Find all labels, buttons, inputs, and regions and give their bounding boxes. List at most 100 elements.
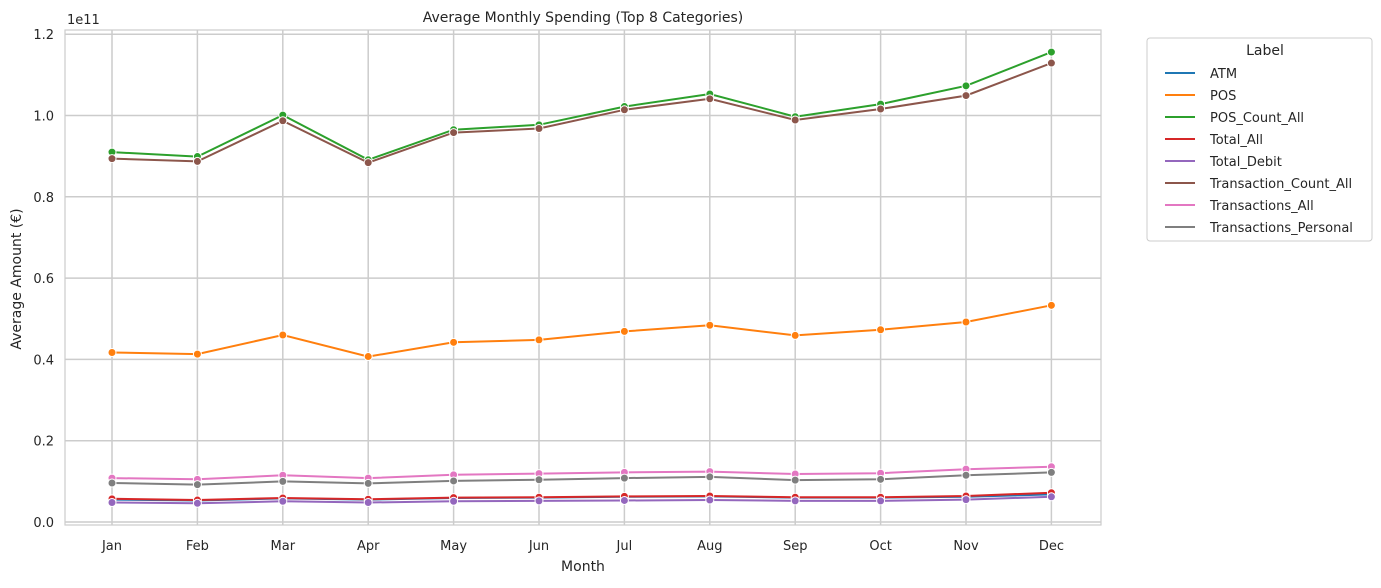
data-point: [876, 496, 886, 506]
data-point: [705, 94, 715, 104]
y-tick-label: 0.6: [33, 272, 54, 287]
data-point: [790, 496, 800, 506]
x-tick-label: Feb: [186, 539, 209, 554]
data-point: [278, 476, 288, 486]
data-point: [449, 128, 459, 138]
data-point: [278, 496, 288, 506]
x-tick-label: Oct: [869, 539, 891, 554]
data-point: [961, 81, 971, 91]
data-point: [1046, 58, 1056, 68]
data-point: [619, 473, 629, 483]
data-point: [876, 474, 886, 484]
legend-label: ATM: [1210, 67, 1237, 82]
data-point: [363, 478, 373, 488]
data-point: [790, 115, 800, 125]
data-point: [705, 320, 715, 330]
data-point: [961, 91, 971, 101]
data-point: [278, 330, 288, 340]
data-point: [449, 476, 459, 486]
series-group: [107, 462, 1056, 484]
y-tick-label: 1.2: [33, 28, 54, 43]
data-point: [1046, 492, 1056, 502]
legend-label: Transaction_Count_All: [1209, 177, 1352, 192]
data-point: [192, 480, 202, 490]
data-point: [534, 124, 544, 134]
series-line: [111, 491, 1052, 502]
series-group: [107, 300, 1056, 362]
series-line: [111, 51, 1052, 161]
x-tick-label: Sep: [783, 539, 808, 554]
data-point: [619, 326, 629, 336]
y-tick-label: 1.0: [33, 110, 54, 125]
legend-box: [1146, 37, 1373, 242]
y-tick-label: 0.2: [33, 435, 54, 450]
data-point: [619, 105, 629, 115]
data-point: [961, 470, 971, 480]
legend-label: Transactions_Personal: [1209, 221, 1353, 236]
y-axis-offset-label: 1e11: [67, 13, 100, 28]
x-tick-label: Mar: [271, 539, 296, 554]
data-point: [705, 495, 715, 505]
data-point: [363, 497, 373, 507]
data-point: [876, 325, 886, 335]
data-point: [107, 478, 117, 488]
gridlines: [65, 30, 1101, 525]
data-point: [961, 495, 971, 505]
series-group: [107, 492, 1056, 508]
series-line: [111, 465, 1052, 481]
series-line: [111, 304, 1052, 358]
data-point: [363, 352, 373, 362]
legend-label: Total_Debit: [1209, 155, 1282, 170]
plot-frame: [64, 29, 1102, 526]
data-point: [449, 496, 459, 506]
legend: Label ATM POS POS_Count_All Total_All Total_…: [1146, 37, 1373, 242]
x-tick-label: May: [440, 539, 467, 554]
data-point: [534, 335, 544, 345]
data-point: [192, 349, 202, 359]
legend-label: Transactions_All: [1209, 199, 1314, 214]
data-point: [534, 475, 544, 485]
x-tick-label: Jul: [616, 539, 633, 554]
data-point: [363, 158, 373, 168]
data-point: [107, 154, 117, 164]
x-tick-label: Nov: [953, 539, 979, 554]
x-tick-label: Dec: [1039, 539, 1064, 554]
y-tick-label: 0.8: [33, 191, 54, 206]
data-point: [534, 496, 544, 506]
y-tick-label: 0.0: [33, 516, 54, 531]
axis-ticks: Jan Feb Mar Apr May Jun Jul Aug Sep Oct Nov Dec 0.0 0…: [33, 28, 1064, 554]
data-point: [1046, 300, 1056, 310]
data-point: [619, 495, 629, 505]
legend-label: Total_All: [1209, 133, 1263, 148]
data-point: [1046, 47, 1056, 57]
data-point: [705, 472, 715, 482]
legend-title: Label: [1246, 43, 1284, 59]
x-axis-label: Month: [561, 559, 605, 575]
chart-title: Average Monthly Spending (Top 8 Categori…: [423, 10, 744, 26]
data-point: [1046, 467, 1056, 477]
y-tick-label: 0.4: [33, 353, 54, 368]
data-point: [790, 475, 800, 485]
series-line: [111, 62, 1052, 164]
series-group: [107, 47, 1056, 165]
data-point: [278, 116, 288, 126]
x-tick-label: Aug: [697, 539, 722, 554]
data-point: [192, 498, 202, 508]
data-point: [876, 104, 886, 114]
series-line: [111, 495, 1052, 505]
data-point: [192, 156, 202, 166]
data-point: [790, 330, 800, 340]
x-tick-label: Apr: [357, 539, 380, 554]
x-tick-label: Jun: [528, 539, 549, 554]
x-tick-label: Jan: [101, 539, 122, 554]
series-line: [111, 471, 1052, 486]
series-group: [107, 58, 1056, 168]
series-lines: [107, 47, 1056, 508]
legend-label: POS: [1210, 89, 1236, 104]
legend-label: POS_Count_All: [1210, 111, 1304, 126]
y-axis-label: Average Amount (€): [9, 208, 25, 349]
data-point: [107, 347, 117, 357]
data-point: [961, 317, 971, 327]
data-point: [107, 497, 117, 507]
